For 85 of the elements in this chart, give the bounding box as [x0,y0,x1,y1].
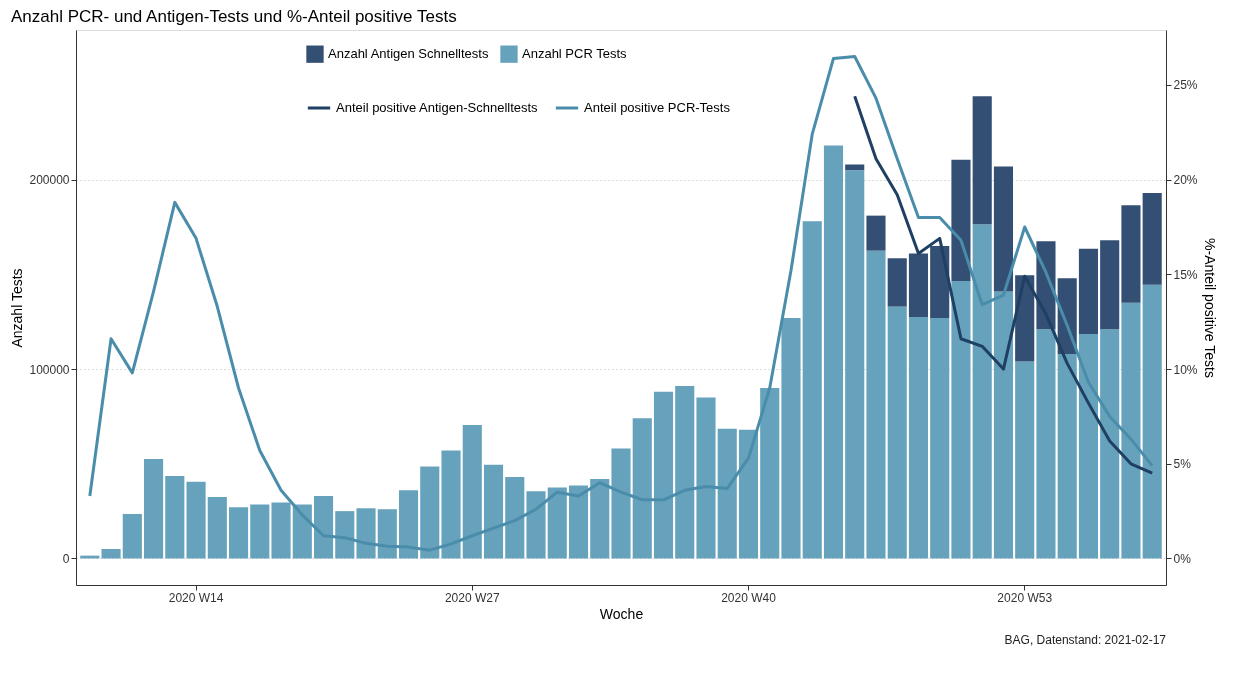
bar [1100,329,1120,559]
legend-label: Anteil positive Antigen-Schnelltests [336,100,539,115]
y2-tick-label: 10% [1173,362,1198,377]
y2-tick-label: 25% [1173,78,1198,93]
bar [122,513,142,559]
chart-title: Anzahl PCR- und Antigen-Tests und %-Anteil positive Tests [10,7,457,26]
bar [908,316,929,559]
bar [1121,205,1141,303]
bar [398,490,419,559]
legend-label: Anteil positive PCR-Tests [584,100,731,115]
y-tick-label: 200000 [29,173,70,188]
y-tick-label: 0 [62,551,70,566]
bar [845,164,865,171]
bar [313,495,334,559]
bar [696,397,716,559]
bar [335,511,355,559]
bar [143,459,164,559]
bar [866,250,886,559]
bar [951,280,971,559]
bar [866,215,886,251]
bar [1078,248,1099,335]
x-tick-label: 2020 W53 [997,590,1053,605]
bar [1015,361,1035,559]
bar [186,481,206,559]
bar [760,388,780,559]
bar [887,258,907,307]
bar [930,245,950,318]
bar [1078,334,1099,559]
bar [165,476,185,559]
x-tick-label: 2020 W14 [168,590,224,605]
bar [590,478,610,559]
bar [505,477,525,559]
bar [228,507,249,559]
bar [1036,329,1056,559]
bar [1057,353,1077,559]
bar [823,145,844,559]
bar [675,386,695,559]
x-tick-label: 2020 W27 [444,590,500,605]
bar [972,96,992,225]
bar [717,428,737,559]
bar [845,170,865,559]
y2-tick-label: 15% [1173,267,1198,282]
bar [887,306,907,559]
bar [292,504,312,559]
y2-tick-label: 20% [1173,173,1198,188]
bar [1142,284,1162,559]
bar [250,504,270,559]
bar [632,418,652,559]
bar [420,466,440,559]
y2-tick-label: 0% [1173,551,1192,566]
bar [972,224,992,559]
bar [462,424,482,559]
bar [483,464,504,559]
bar [271,502,291,559]
bar [908,253,929,317]
x-tick-label: 2020 W40 [721,590,777,605]
bar [547,487,567,559]
bar [1121,302,1141,559]
y-axis-title: Anzahl Tests [9,268,26,348]
bar [993,166,1014,292]
bar [568,485,589,559]
bar [377,509,397,559]
bar [993,291,1014,559]
bar [1142,192,1162,285]
y2-tick-label: 5% [1173,457,1192,472]
bar [526,491,546,559]
y2-axis-title: %-Anteil positive Tests [1201,238,1218,378]
y-tick-label: 100000 [29,362,70,377]
bar [611,448,631,559]
bar [653,391,674,559]
bar [207,496,227,559]
text: BAG, Datenstand: 2021-02-17 [1004,633,1167,647]
line-series [853,94,1154,475]
bar [356,508,376,559]
bar [802,221,822,559]
bar [930,317,950,559]
bar [101,549,121,559]
bar [951,159,971,281]
bar [441,450,461,559]
bar [1100,240,1120,330]
bar [781,317,801,559]
legend-label: Anzahl Antigen Schnelltests [328,46,489,62]
legend-label: Anzahl PCR Tests [522,46,628,62]
x-axis-title: Woche [599,605,644,622]
bar [738,429,759,559]
